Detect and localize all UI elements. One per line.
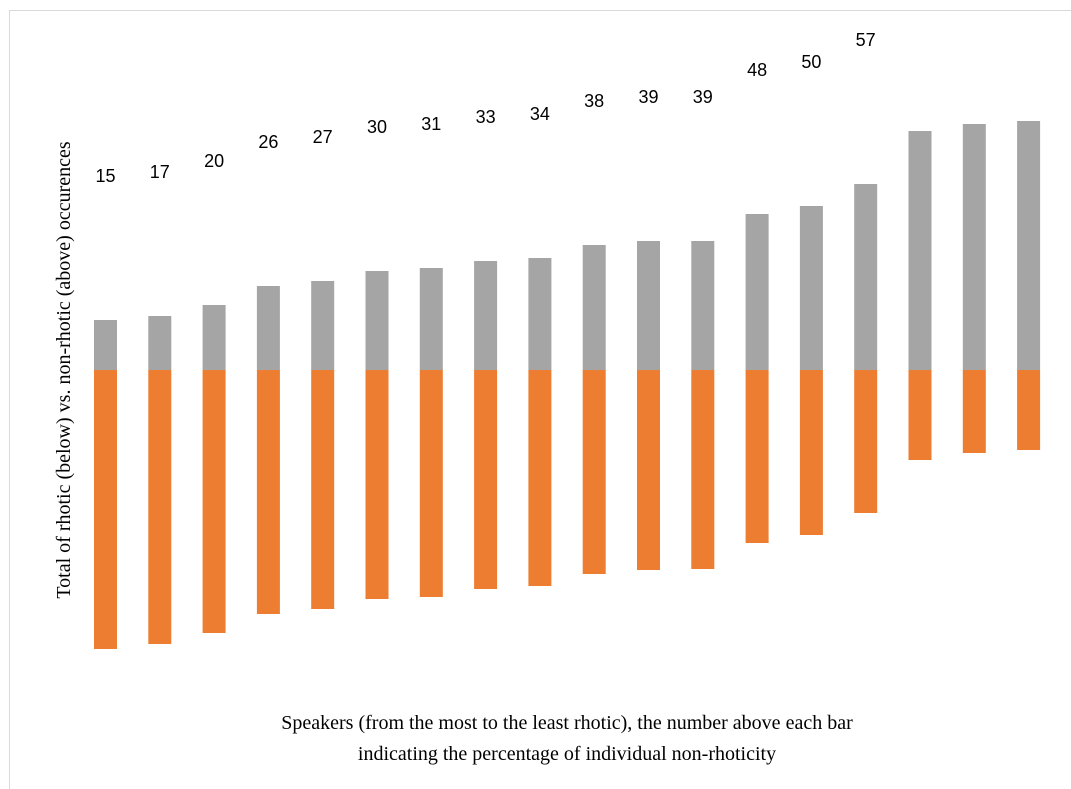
percentage-labels: 151720262730313334383939485057737576 — [95, 30, 876, 186]
rhotic-bar — [799, 370, 823, 535]
percentage-label: 17 — [150, 162, 170, 182]
rhotic-bar — [311, 370, 335, 609]
non-rhotic-bar — [908, 131, 932, 370]
non-rhotic-bar — [637, 241, 660, 370]
rhotic-bar — [854, 370, 878, 513]
rhotic-bar — [962, 370, 986, 453]
rhotic-bar — [148, 370, 172, 644]
percentage-label: 20 — [204, 151, 224, 171]
percentage-label: 39 — [638, 87, 658, 107]
y-axis-title: Total of rhotic (below) vs. non-rhotic (… — [53, 141, 75, 599]
non-rhotic-bar — [311, 281, 335, 370]
percentage-label: 31 — [421, 114, 441, 134]
percentage-label: 34 — [530, 104, 550, 124]
rhotic-bar — [745, 370, 769, 543]
rhotic-bar — [528, 370, 552, 586]
non-rhotic-bar — [799, 206, 823, 370]
non-rhotic-bar — [745, 214, 769, 370]
non-rhotic-bar — [962, 124, 986, 370]
non-rhotic-bar — [148, 316, 172, 370]
percentage-label: 50 — [801, 52, 821, 72]
non-rhotic-bars — [94, 121, 1041, 370]
x-axis-title-line-2: indicating the percentage of individual … — [358, 743, 776, 765]
rhotic-bar — [94, 370, 117, 649]
percentage-label: 48 — [747, 60, 767, 80]
non-rhotic-bar — [94, 320, 117, 370]
percentage-label: 15 — [95, 166, 115, 186]
rhotic-bar — [1017, 370, 1041, 450]
rhotic-bar — [474, 370, 498, 589]
percentage-label: 30 — [367, 117, 387, 137]
rhotic-bar — [256, 370, 280, 614]
percentage-label: 26 — [258, 132, 278, 152]
non-rhotic-bar — [582, 245, 606, 370]
non-rhotic-bar — [474, 261, 498, 370]
percentage-label: 38 — [584, 91, 604, 111]
non-rhotic-bar — [202, 305, 226, 370]
rhotic-bar — [582, 370, 606, 574]
non-rhotic-bar — [528, 258, 552, 370]
non-rhotic-bar — [365, 271, 389, 370]
rhotic-bar — [365, 370, 389, 599]
rhotic-bar — [419, 370, 443, 597]
rhotic-bar — [202, 370, 226, 633]
rhotic-bars — [94, 370, 1041, 649]
percentage-label: 39 — [693, 87, 713, 107]
non-rhotic-bar — [419, 268, 443, 370]
percentage-label: 57 — [856, 30, 876, 50]
rhotic-bar — [637, 370, 660, 570]
non-rhotic-bar — [854, 184, 878, 370]
chart-frame — [9, 10, 1071, 789]
percentage-label: 27 — [313, 127, 333, 147]
percentage-label: 33 — [476, 107, 496, 127]
non-rhotic-bar — [691, 241, 715, 370]
non-rhotic-bar — [1017, 121, 1041, 370]
rhotic-bar — [908, 370, 932, 460]
non-rhotic-bar — [256, 286, 280, 370]
x-axis-title-line-1: Speakers (from the most to the least rho… — [281, 712, 853, 734]
rhotic-bar — [691, 370, 715, 569]
